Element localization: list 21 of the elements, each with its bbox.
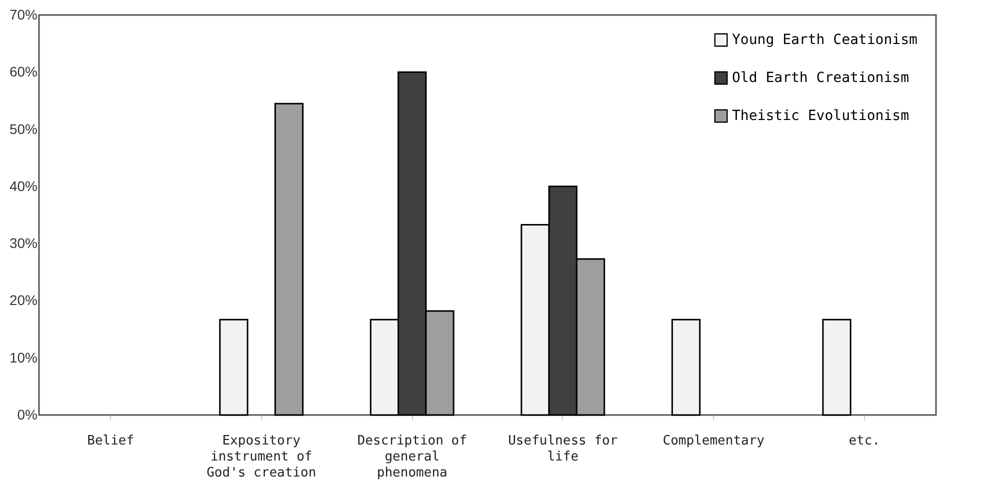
legend-label: Old Earth Creationism — [732, 70, 910, 86]
x-tick-label: Belief — [87, 434, 134, 448]
x-tick-label: Usefulness for life — [508, 434, 618, 464]
y-tick-label: 50% — [9, 120, 38, 137]
x-tick-label: Expository instrument of God's creation — [206, 434, 316, 480]
y-tick-label: 20% — [9, 292, 38, 308]
y-tick-label: 10% — [9, 349, 38, 366]
x-tick-label: Description of general phenomena — [357, 434, 467, 480]
bar — [822, 318, 852, 416]
y-tick-label: 60% — [9, 64, 38, 80]
bar — [274, 102, 304, 416]
bar — [671, 318, 701, 416]
y-tick-label: 30% — [9, 235, 38, 252]
y-tick-label: 70% — [9, 6, 38, 22]
legend-label: Theistic Evolutionism — [732, 108, 910, 124]
legend-label: Young Earth Ceationism — [732, 32, 918, 48]
y-tick-label: 40% — [9, 178, 38, 194]
x-tick-label: etc. — [848, 434, 880, 448]
y-tick-label: 0% — [17, 406, 38, 422]
x-tick-label: Complementary — [662, 434, 765, 448]
bar — [219, 318, 248, 416]
